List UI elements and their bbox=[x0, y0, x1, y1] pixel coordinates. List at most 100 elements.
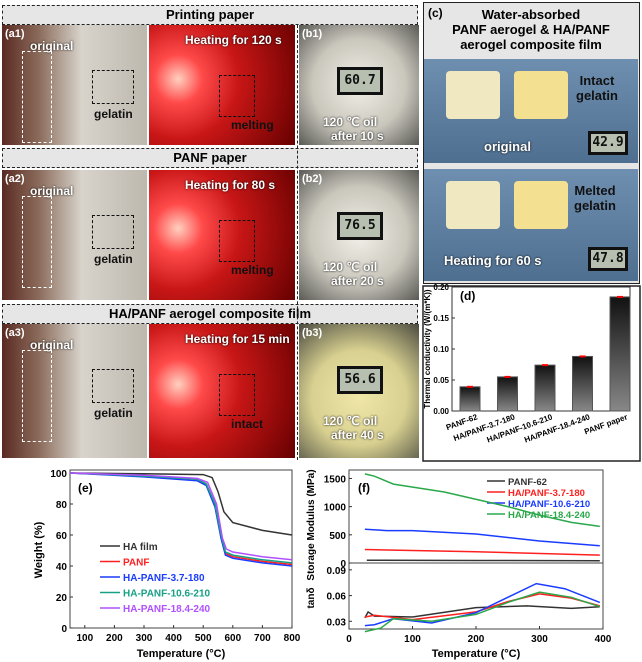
plot-area bbox=[69, 469, 293, 629]
row-header: HA/PANF aerogel composite film bbox=[2, 304, 418, 324]
oil-photo: (b1) 60.7 120 ℃ oil after 10 s bbox=[299, 25, 419, 145]
row-header: Printing paper bbox=[2, 5, 418, 25]
divider bbox=[297, 25, 298, 460]
melted-label: Melted gelatin bbox=[574, 183, 616, 213]
original-label: original bbox=[30, 184, 74, 198]
y-axis-label: tanδ bbox=[306, 587, 317, 608]
legend-label: PANF-62 bbox=[508, 477, 547, 488]
y-tick-label: 0 bbox=[340, 559, 346, 570]
heating-label: Heating for 15 min bbox=[185, 332, 290, 346]
composite-sample bbox=[514, 71, 568, 119]
gelatin-box bbox=[92, 70, 134, 104]
original-box bbox=[22, 350, 52, 442]
series-line bbox=[69, 472, 293, 561]
panel-c: (c) Water-absorbed PANF aerogel & HA/PAN… bbox=[423, 2, 640, 284]
x-tick-label: 300 bbox=[136, 633, 153, 644]
panel-tag: (b3) bbox=[302, 327, 323, 339]
oil-photo: (b3) 56.6 120 ℃ oil after 40 s bbox=[299, 324, 419, 458]
legend-label: HA/PANF-3.7-180 bbox=[508, 488, 585, 499]
legend-label: HA/PANF-10.6-210 bbox=[508, 499, 590, 510]
y-tick-label: 0.05 bbox=[433, 376, 449, 385]
y-tick-label: 1500 bbox=[324, 474, 347, 485]
intact-photo: Intact gelatin original 42.9 bbox=[424, 59, 638, 163]
panel-d-frame bbox=[422, 285, 641, 462]
panel-c-title: Water-absorbed PANF aerogel & HA/PANF ae… bbox=[424, 7, 638, 52]
bar bbox=[572, 355, 593, 412]
modulus-line bbox=[364, 473, 600, 528]
title-line: PANF aerogel & HA/PANF bbox=[452, 22, 610, 37]
thermometer-display: 56.6 bbox=[337, 366, 383, 394]
original-photo: (a2) original gelatin bbox=[2, 170, 147, 300]
series-line bbox=[69, 472, 293, 564]
heating-photo: Heating for 80 s melting bbox=[149, 170, 295, 300]
panel-tag: (a2) bbox=[5, 173, 25, 185]
original-photo: (a1) original gelatin bbox=[2, 25, 147, 145]
x-axis-label: Temperature (°C) bbox=[137, 648, 226, 660]
y-tick-label: 0.03 bbox=[327, 617, 347, 628]
x-tick-label: 0 bbox=[346, 634, 352, 645]
panel-tag: (f) bbox=[358, 481, 370, 495]
melting-box bbox=[219, 220, 255, 262]
y-tick-label: 80 bbox=[56, 500, 68, 511]
row-header: PANF paper bbox=[2, 148, 418, 168]
series-line bbox=[69, 472, 293, 536]
tan-delta-line bbox=[364, 582, 601, 627]
x-tick-label: 400 bbox=[165, 633, 182, 644]
y-tick-label: 1000 bbox=[324, 503, 347, 514]
thermometer-display: 42.9 bbox=[588, 131, 628, 155]
gelatin-label: gelatin bbox=[94, 252, 133, 266]
y-tick-label: 0.06 bbox=[327, 592, 347, 603]
melting-box bbox=[219, 374, 255, 416]
oil-label: 120 ℃ oil bbox=[323, 115, 378, 129]
heating-photo: Heating for 120 s melting bbox=[149, 25, 295, 145]
oil-label: 120 ℃ oil bbox=[323, 414, 378, 428]
y-tick-label: 20 bbox=[56, 593, 68, 604]
title-line: Water-absorbed bbox=[481, 7, 581, 22]
heating-label: Heating for 60 s bbox=[444, 253, 542, 268]
x-axis-label: Temperature (°C) bbox=[432, 648, 521, 660]
legend-label: HA/PANF-18.4-240 bbox=[508, 510, 590, 521]
thermometer-display: 60.7 bbox=[337, 67, 383, 95]
modulus-line bbox=[364, 528, 600, 547]
x-tick-label: 200 bbox=[106, 633, 123, 644]
tan-delta-line bbox=[364, 593, 600, 621]
intact-label: Intact gelatin bbox=[576, 73, 618, 103]
bar bbox=[534, 364, 556, 412]
melting-box bbox=[219, 75, 255, 117]
original-photo: (a3) original gelatin bbox=[2, 324, 147, 458]
x-tick-label: 100 bbox=[404, 634, 421, 645]
x-tick-label: 300 bbox=[531, 634, 548, 645]
x-tick-label: 200 bbox=[468, 634, 485, 645]
time-label: after 40 s bbox=[331, 428, 384, 442]
legend-label: HA film bbox=[123, 542, 158, 553]
heating-photo: Heating for 15 min intact bbox=[149, 324, 295, 458]
y-tick-label: 60 bbox=[56, 531, 68, 542]
y-tick-label: 0.09 bbox=[327, 566, 347, 577]
y-tick-label: 40 bbox=[56, 562, 68, 573]
panel-tag: (b1) bbox=[302, 28, 323, 40]
legend-label: PANF bbox=[123, 558, 149, 569]
melting-label: intact bbox=[231, 417, 264, 431]
gelatin-label: gelatin bbox=[94, 406, 133, 420]
panel-tag: (c) bbox=[428, 6, 443, 20]
tan-delta-line bbox=[364, 605, 600, 619]
y-tick-label: 0.00 bbox=[433, 407, 449, 416]
panel-tag: (a1) bbox=[5, 28, 25, 40]
panel-tag: (b2) bbox=[302, 173, 323, 185]
tan-delta-line bbox=[364, 591, 601, 633]
y-tick-label: 0.15 bbox=[433, 314, 449, 323]
oil-photo: (b2) 76.5 120 ℃ oil after 20 s bbox=[299, 170, 419, 300]
series-line bbox=[69, 472, 293, 566]
legend-label: HA-PANF-18.4-240 bbox=[123, 604, 210, 615]
x-tick-label: 500 bbox=[195, 633, 212, 644]
melting-label: melting bbox=[231, 263, 274, 277]
bar bbox=[609, 296, 631, 412]
y-tick-label: 100 bbox=[50, 469, 67, 480]
title-line: aerogel composite film bbox=[460, 37, 602, 52]
heating-label: Heating for 120 s bbox=[185, 33, 282, 47]
gelatin-box bbox=[92, 369, 134, 403]
thermometer-display: 76.5 bbox=[337, 212, 383, 240]
original-label: original bbox=[30, 39, 74, 53]
x-tick-label: 400 bbox=[595, 634, 612, 645]
